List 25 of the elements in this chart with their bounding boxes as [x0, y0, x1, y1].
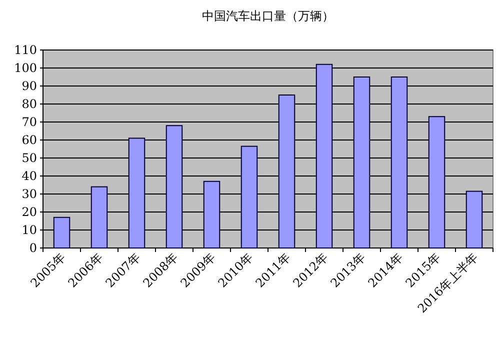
bar: [390, 76, 408, 248]
y-tick-label: 100: [14, 61, 37, 75]
bar: [90, 186, 108, 248]
bar: [278, 94, 296, 248]
y-tick-label: 60: [22, 133, 37, 147]
y-tick-label: 40: [22, 169, 37, 183]
y-tick-label: 20: [22, 205, 37, 219]
bar: [428, 116, 446, 248]
y-tick-label: 30: [22, 187, 37, 201]
y-tick-label: 80: [22, 97, 37, 111]
y-tick-label: 0: [29, 241, 37, 255]
bar: [203, 180, 220, 248]
y-tick-label: 70: [22, 115, 37, 129]
y-tick-label: 110: [14, 43, 37, 57]
bar: [466, 190, 483, 248]
bar: [240, 146, 258, 248]
y-tick-label: 90: [22, 79, 37, 93]
bar: [53, 216, 70, 248]
bar: [316, 64, 333, 248]
chart-title: 中国汽车出口量（万辆）: [202, 9, 334, 23]
y-tick-label: 50: [22, 151, 37, 165]
y-tick-label: 10: [22, 223, 37, 237]
bar: [166, 125, 183, 248]
bar: [128, 138, 146, 248]
bar: [353, 76, 370, 248]
